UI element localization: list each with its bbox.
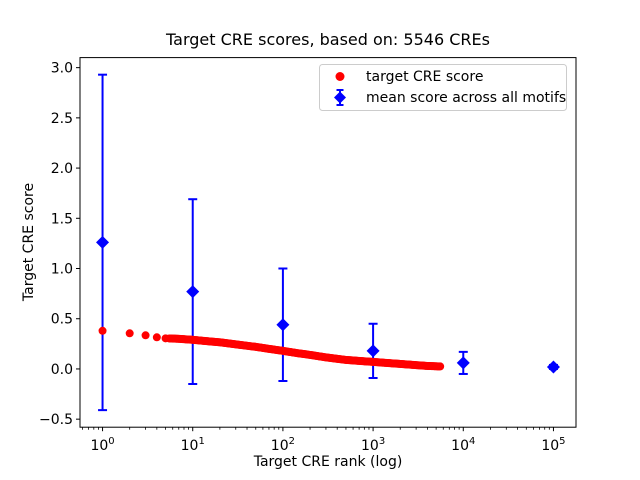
x-tick-label: 105 [541, 436, 565, 454]
x-axis-label: Target CRE rank (log) [253, 454, 403, 470]
mean-score-series [96, 73, 560, 412]
legend-label-mean-score: mean score across all motifs [366, 90, 566, 106]
legend: target CRE score mean score across all m… [319, 64, 567, 111]
target-score-point [141, 331, 150, 340]
x-tick-label: 103 [361, 436, 385, 454]
y-tick-label: 2.5 [51, 111, 73, 127]
legend-frame [319, 64, 567, 111]
y-tick-label: 0.5 [51, 312, 73, 328]
y-tick-label: 3.0 [51, 61, 73, 77]
mean-score-marker [186, 285, 200, 299]
mean-score-marker [546, 360, 560, 374]
axes-frame [79, 57, 577, 428]
y-tick-label: 2.0 [51, 161, 73, 177]
y-axis-ticks: 3.0 2.5 2.0 1.5 1.0 0.5 0.0 −0.5 [39, 61, 80, 428]
legend-mean-score-icon [334, 89, 346, 106]
target-score-point [152, 333, 161, 342]
target-score-point [436, 362, 445, 371]
mean-score-marker [456, 356, 470, 370]
y-axis-label: Target CRE score [21, 183, 37, 302]
x-tick-label: 104 [451, 436, 475, 454]
chart-title: Target CRE scores, based on: 5546 CREs [165, 30, 490, 49]
x-tick-label: 102 [271, 436, 295, 454]
x-axis-ticks: 100 101 102 103 104 105 [82, 427, 566, 454]
mean-score-marker [96, 235, 110, 249]
target-score-point [125, 329, 134, 338]
legend-label-target-score: target CRE score [366, 69, 483, 85]
y-tick-label: 1.5 [51, 211, 73, 227]
mean-score-marker [276, 318, 290, 332]
y-tick-label: −0.5 [39, 412, 73, 428]
x-tick-label: 101 [181, 436, 205, 454]
mean-score-marker [366, 344, 380, 358]
legend-target-score-icon [335, 72, 345, 81]
y-tick-label: 0.0 [51, 362, 73, 378]
target-score-point [98, 326, 107, 335]
target-score-series [98, 326, 445, 371]
x-tick-label: 100 [90, 436, 114, 454]
y-tick-label: 1.0 [51, 262, 73, 278]
